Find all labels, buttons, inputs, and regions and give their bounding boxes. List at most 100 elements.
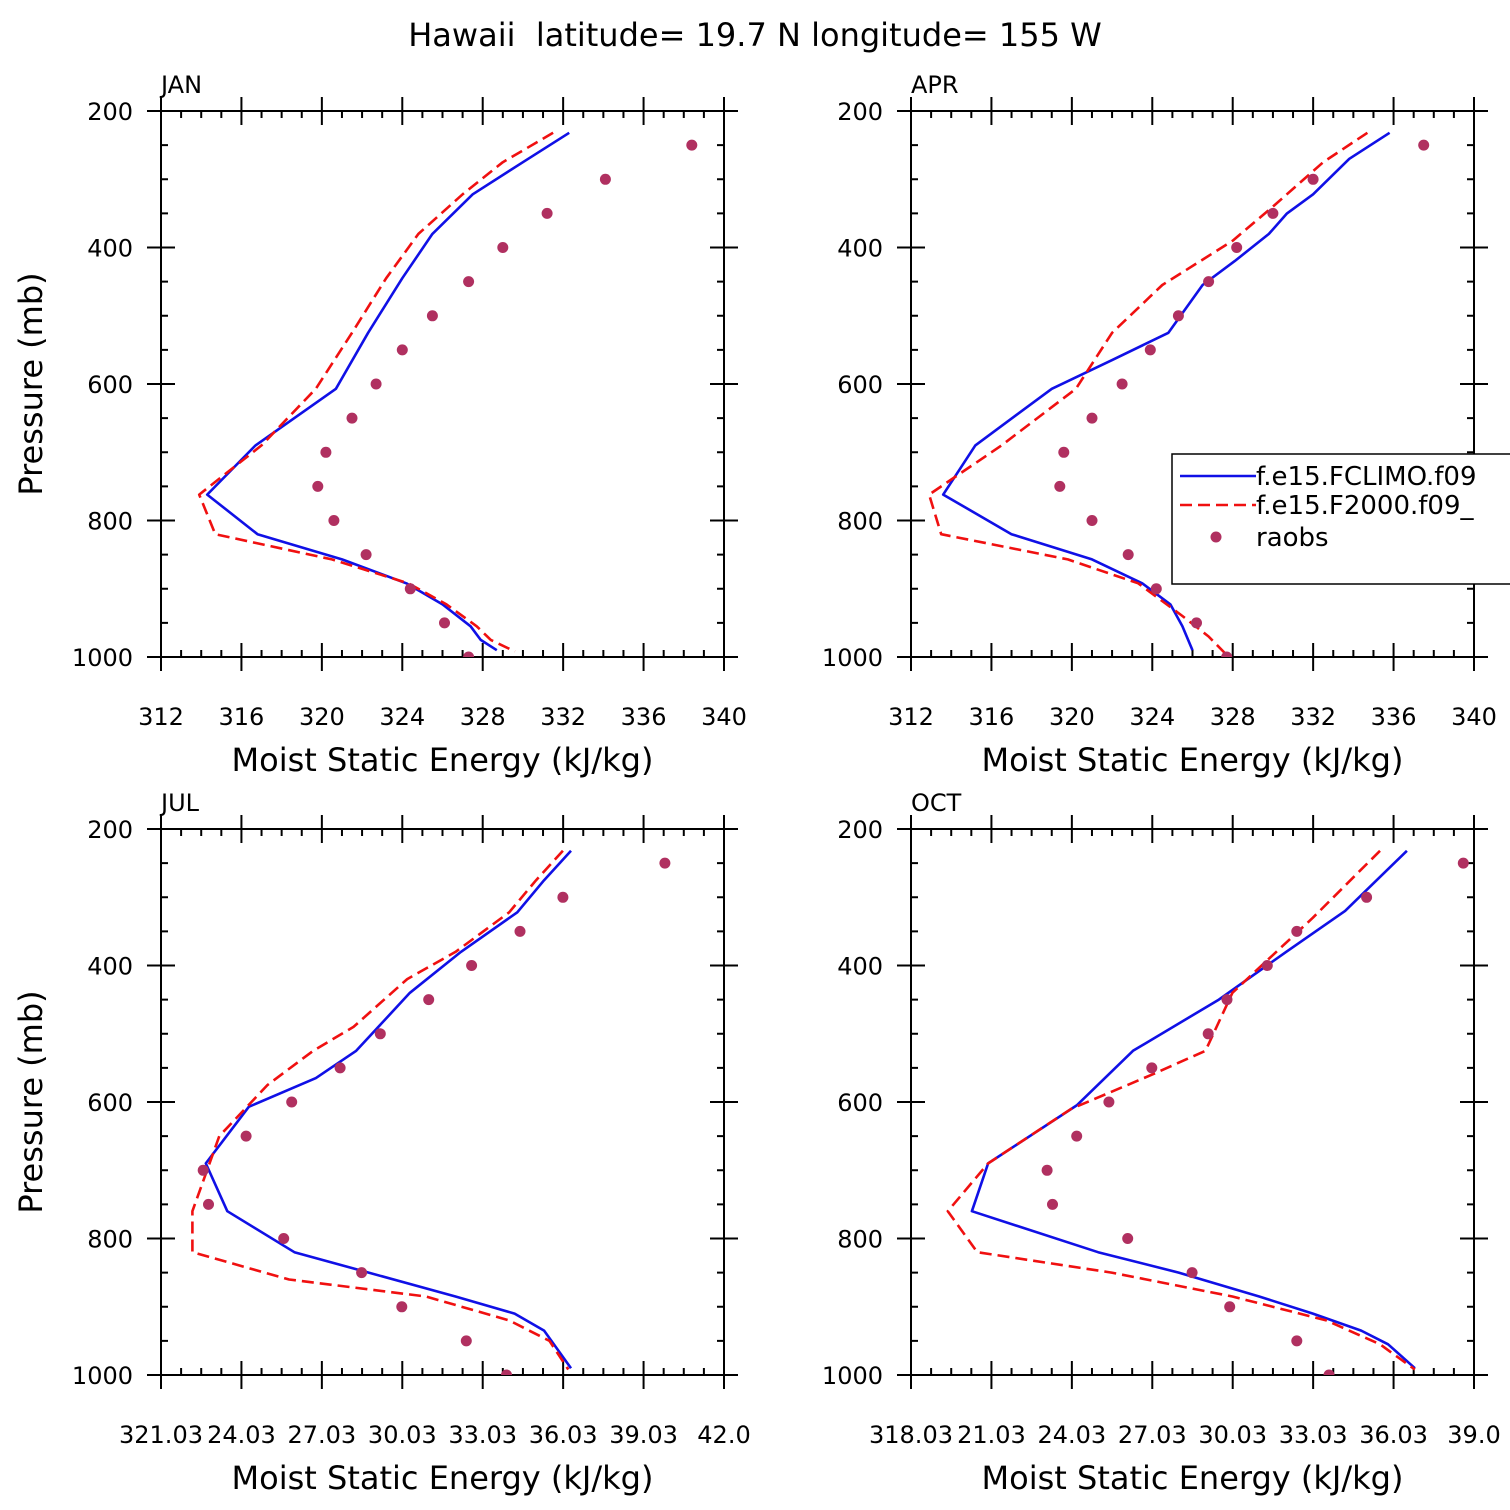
panel-label: JAN (159, 71, 202, 99)
series-group (197, 131, 698, 657)
panel-label: JUL (159, 789, 200, 817)
raobs-point (1150, 583, 1162, 595)
raobs-point (599, 173, 611, 185)
y-tick-label: 200 (837, 816, 883, 844)
x-tick-label: 324 (379, 703, 425, 731)
series-line-fclimo (970, 849, 1416, 1370)
y-tick-label: 1000 (822, 1362, 883, 1390)
series-line-f2000 (927, 131, 1369, 657)
raobs-point (396, 1301, 408, 1313)
x-tick-label: 33.03 (448, 1421, 517, 1449)
series-line-fclimo (205, 131, 570, 652)
y-axis-label: Pressure (mb) (12, 990, 50, 1213)
raobs-point (1071, 1130, 1083, 1142)
raobs-point (1144, 344, 1156, 356)
plot-frame (910, 828, 1475, 1376)
x-tick-label: 27.03 (287, 1421, 356, 1449)
legend-label: f.e15.F2000.f09_ (1256, 491, 1474, 521)
y-tick-label: 800 (837, 508, 883, 536)
x-tick-label: 30.03 (368, 1421, 437, 1449)
series-line-fclimo (204, 849, 573, 1369)
raobs-point (1291, 1335, 1303, 1347)
raobs-point (320, 446, 332, 458)
raobs-point (1191, 617, 1202, 629)
raobs-point (374, 1028, 386, 1040)
raobs-point (1186, 1267, 1198, 1279)
raobs-point (439, 617, 450, 629)
x-tick-label: 27.03 (1118, 1421, 1187, 1449)
series-line-f2000 (191, 849, 570, 1371)
y-tick-label: 1000 (72, 644, 133, 672)
x-tick-label: 316 (969, 703, 1015, 731)
y-tick-label: 800 (87, 508, 133, 536)
series-group (927, 131, 1430, 657)
y-tick-label: 400 (837, 235, 883, 263)
x-tick-label: 328 (1210, 703, 1256, 731)
x-tick-label: 320 (299, 703, 345, 731)
y-tick-label: 600 (837, 1089, 883, 1117)
raobs-point (557, 891, 569, 903)
raobs-point (686, 139, 698, 151)
raobs-point (1041, 1164, 1053, 1176)
raobs-point (1202, 1028, 1214, 1040)
x-tick-label: 39.03 (609, 1421, 678, 1449)
raobs-point (659, 857, 671, 869)
y-tick-label: 800 (837, 1226, 883, 1254)
x-tick-label: 316 (219, 703, 265, 731)
raobs-point (1058, 446, 1070, 458)
x-axis-label: Moist Static Energy (kJ/kg) (982, 1459, 1404, 1497)
panels: JAN 200 400 600 800 1000 312 316 320 324 328 332 336… (12, 71, 1510, 1497)
x-tick-label: 340 (1451, 703, 1497, 731)
panel-label: OCT (911, 789, 962, 817)
raobs-point (1418, 139, 1430, 151)
x-axis-label: Moist Static Energy (kJ/kg) (982, 741, 1404, 779)
x-tick-label: 24.03 (207, 1421, 276, 1449)
raobs-point (514, 925, 526, 937)
x-tick-label: 332 (540, 703, 586, 731)
raobs-point (1203, 276, 1215, 288)
raobs-point (1122, 1233, 1134, 1244)
y-tick-label: 400 (837, 953, 883, 981)
x-axis-label: Moist Static Energy (kJ/kg) (232, 1459, 654, 1497)
x-tick-label: 336 (621, 703, 667, 731)
raobs-point (1307, 173, 1319, 185)
raobs-point (334, 1062, 346, 1074)
raobs-point (360, 549, 372, 561)
y-tick-label: 600 (837, 371, 883, 399)
raobs-point (203, 1198, 214, 1210)
raobs-point (278, 1233, 290, 1244)
raobs-point (460, 1335, 472, 1347)
series-line-f2000 (946, 849, 1416, 1371)
raobs-point (1323, 1369, 1335, 1375)
raobs-point (1457, 857, 1469, 869)
raobs-point (463, 651, 475, 657)
x-tick-label: 39.0 (1447, 1421, 1500, 1449)
raobs-point (1231, 242, 1243, 253)
raobs-point (463, 276, 475, 288)
y-tick-label: 600 (87, 371, 133, 399)
legend-marker-raobs (1210, 531, 1222, 543)
x-axis-label: Moist Static Energy (kJ/kg) (232, 741, 654, 779)
x-tick-label: 24.03 (1037, 1421, 1106, 1449)
panel-oct: OCT 200 400 600 800 1000 318.03 21.03 24.03 27.03… (822, 789, 1501, 1497)
panel-label: APR (911, 71, 959, 99)
raobs-point (1261, 960, 1273, 971)
raobs-point (1224, 1301, 1236, 1313)
y-axis-label: Pressure (mb) (12, 272, 50, 495)
series-line-fclimo (941, 131, 1391, 651)
x-tick-label: 321.03 (119, 1421, 203, 1449)
x-tick-label: 42.0 (697, 1421, 750, 1449)
y-tick-label: 200 (837, 98, 883, 126)
panel-jan: JAN 200 400 600 800 1000 312 316 320 324 328 332 336… (12, 71, 747, 779)
raobs-point (240, 1130, 252, 1142)
raobs-point (1103, 1096, 1115, 1108)
raobs-point (356, 1267, 368, 1279)
x-tick-label: 21.03 (957, 1421, 1026, 1449)
y-tick-label: 1000 (822, 644, 883, 672)
raobs-point (1047, 1198, 1058, 1210)
raobs-point (396, 344, 408, 356)
raobs-point (1361, 891, 1373, 903)
raobs-point (346, 412, 358, 424)
